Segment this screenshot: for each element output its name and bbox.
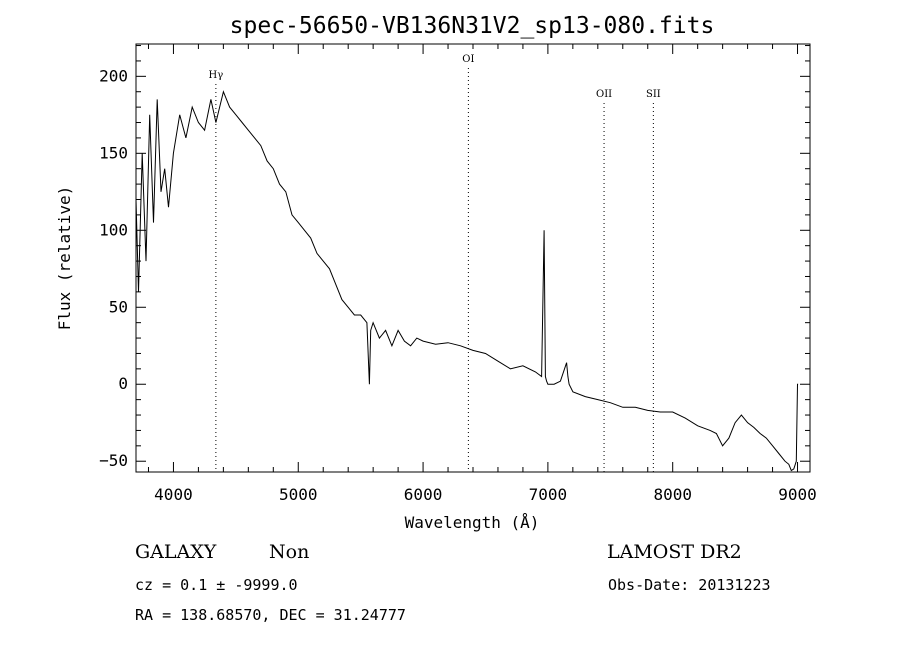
survey-name: LAMOST DR2	[607, 541, 742, 563]
y-tick-label: 200	[99, 66, 128, 85]
chart-title: spec-56650-VB136N31V2_sp13-080.fits	[230, 13, 715, 39]
emission-line-label: OII	[596, 89, 612, 100]
x-tick-label: 8000	[653, 485, 692, 504]
x-tick-label: 9000	[778, 485, 817, 504]
plot-frame	[135, 43, 811, 473]
redshift-cz: cz = 0.1 ± -9999.0	[135, 576, 298, 594]
y-tick-label: −50	[99, 451, 128, 470]
tick-labels: 4000 5000 6000 7000 8000 9000 −50 0 50 100 150 200	[99, 66, 817, 504]
y-tick-label: 150	[99, 143, 128, 162]
y-tick-label: 50	[109, 297, 128, 316]
y-tick-label: 0	[118, 374, 128, 393]
object-class: GALAXY	[135, 541, 217, 563]
x-axis-label: Wavelength (Å)	[405, 513, 540, 532]
object-subclass: Non	[269, 541, 309, 563]
ra-dec-coordinates: RA = 138.68570, DEC = 31.24777	[135, 606, 406, 624]
x-tick-label: 7000	[529, 485, 568, 504]
x-tick-label: 4000	[154, 485, 193, 504]
x-tick-label: 6000	[404, 485, 443, 504]
emission-line-label: Hγ	[209, 70, 224, 81]
observation-date: Obs-Date: 20131223	[608, 576, 771, 594]
spectrum-line	[135, 90, 799, 472]
y-axis-label: Flux (relative)	[55, 186, 74, 331]
emission-line-label: OI	[462, 54, 474, 65]
x-tick-label: 5000	[279, 485, 318, 504]
y-tick-label: 100	[99, 220, 128, 239]
emission-line-label: SII	[646, 89, 661, 100]
axis-ticks	[136, 44, 810, 472]
emission-line-markers: Hγ OI OII SII	[209, 54, 661, 472]
